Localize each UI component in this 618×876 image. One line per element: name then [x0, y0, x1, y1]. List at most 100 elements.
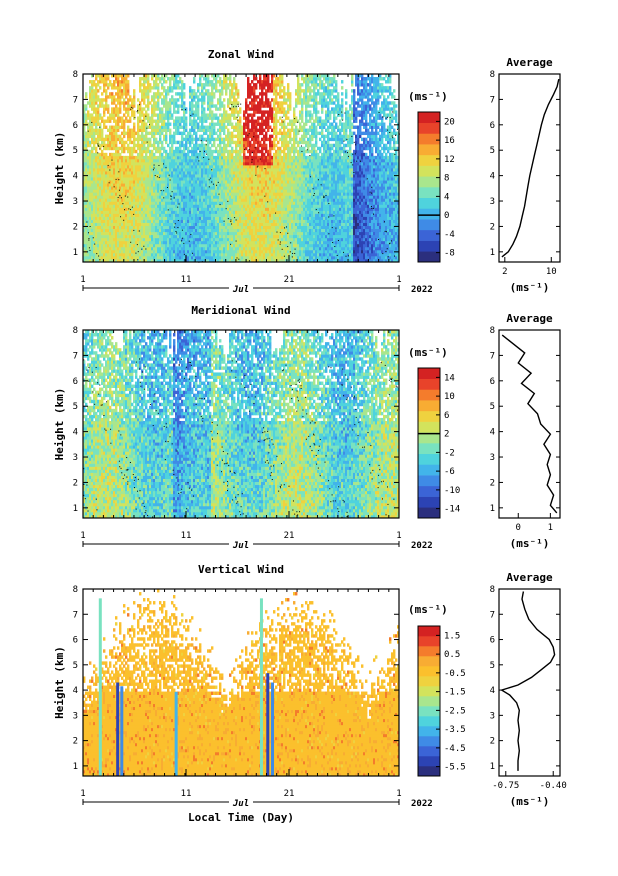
- y-tick-label: 1: [73, 504, 78, 514]
- colorbar-segment: [418, 122, 440, 134]
- y-tick-label: 2: [73, 222, 78, 232]
- colorbar-segment: [418, 507, 440, 519]
- colorbar-segment: [418, 144, 440, 156]
- colorbar-tick-label: -8: [444, 249, 455, 259]
- x-tick-label: 1: [396, 789, 401, 799]
- x-axis-label: Local Time (Day): [188, 811, 294, 824]
- average-y-tick-label: 2: [490, 222, 495, 232]
- colorbar-frame: [417, 367, 441, 519]
- colorbar-tick-label: -5.5: [444, 763, 466, 773]
- average-y-tick-label: 3: [490, 711, 495, 721]
- colorbar-segment: [418, 133, 440, 145]
- heatmap-panel: [82, 73, 441, 293]
- colorbar-unit: (ms⁻¹): [408, 90, 448, 103]
- y-tick-label: 8: [73, 326, 78, 336]
- y-tick-label: 7: [73, 351, 78, 361]
- average-x-tick-label: 2: [502, 267, 507, 277]
- year-label: 2022: [411, 541, 433, 551]
- y-tick-label: 6: [73, 636, 78, 646]
- colorbar-tick-label: 2: [444, 430, 449, 440]
- colorbar-segment: [418, 240, 440, 252]
- colorbar-unit: (ms⁻¹): [408, 603, 448, 616]
- average-y-tick-label: 1: [490, 504, 495, 514]
- year-label: 2022: [411, 799, 433, 809]
- y-tick-label: 4: [73, 428, 78, 438]
- heatmap-field: [83, 589, 400, 777]
- average-y-tick-label: 4: [490, 172, 495, 182]
- y-axis-label: Height (km): [53, 132, 66, 205]
- heatmap-field: [83, 330, 400, 519]
- colorbar-segment: [418, 453, 440, 465]
- colorbar-segment: [418, 112, 440, 124]
- average-panel: [498, 588, 561, 777]
- colorbar-unit: (ms⁻¹): [408, 346, 448, 359]
- x-tick-label: 1: [80, 531, 85, 541]
- average-y-tick-label: 5: [490, 146, 495, 156]
- x-tick-label: 21: [284, 531, 295, 541]
- colorbar-segment: [418, 766, 440, 777]
- x-tick-label: 21: [284, 275, 295, 285]
- plot-frame: [82, 588, 400, 777]
- colorbar-tick-label: -4: [444, 230, 455, 240]
- colorbar-segment: [418, 726, 440, 737]
- colorbar-segment: [418, 656, 440, 667]
- average-x-tick-label: 0: [516, 523, 521, 533]
- colorbar-segment: [418, 485, 440, 497]
- colorbar-tick-label: 8: [444, 174, 449, 184]
- colorbar-tick-label: 14: [444, 373, 455, 383]
- average-y-tick-label: 7: [490, 351, 495, 361]
- average-y-tick-label: 7: [490, 610, 495, 620]
- colorbar-segment: [418, 475, 440, 487]
- average-y-tick-label: 8: [490, 585, 495, 595]
- average-y-tick-label: 2: [490, 737, 495, 747]
- colorbar-tick-label: 4: [444, 192, 449, 202]
- x-tick-label: 1: [80, 275, 85, 285]
- x-tick-label: 11: [181, 531, 192, 541]
- x-tick-label: 11: [181, 789, 192, 799]
- colorbar-segment: [418, 676, 440, 687]
- plot-frame: [82, 73, 400, 263]
- average-x-label: (ms⁻¹): [510, 537, 550, 550]
- plot-title: Zonal Wind: [208, 48, 274, 61]
- colorbar-segment: [418, 432, 440, 444]
- average-y-tick-label: 6: [490, 636, 495, 646]
- average-y-tick-label: 5: [490, 661, 495, 671]
- average-frame: [498, 329, 561, 519]
- y-tick-label: 4: [73, 172, 78, 182]
- average-y-tick-label: 3: [490, 197, 495, 207]
- colorbar-segment: [418, 368, 440, 380]
- y-tick-label: 6: [73, 121, 78, 131]
- y-tick-label: 8: [73, 585, 78, 595]
- average-x-tick-label: -0.40: [540, 781, 567, 791]
- colorbar-segment: [418, 636, 440, 647]
- average-profile-line: [501, 78, 560, 258]
- colorbar-segment: [418, 187, 440, 199]
- year-label: 2022: [411, 285, 433, 295]
- colorbar-segment: [418, 464, 440, 476]
- colorbar-segment: [418, 443, 440, 455]
- colorbar-segment: [418, 496, 440, 508]
- colorbar-segment: [418, 686, 440, 697]
- colorbar-segment: [418, 208, 440, 220]
- average-title: Average: [506, 571, 553, 584]
- heatmap-panel: [82, 588, 441, 807]
- plot-frame: [82, 329, 400, 519]
- colorbar-tick-label: -6: [444, 467, 455, 477]
- y-tick-label: 5: [73, 146, 78, 156]
- colorbar-tick-label: 1.5: [444, 631, 460, 641]
- colorbar-segment: [418, 410, 440, 422]
- y-tick-label: 1: [73, 248, 78, 258]
- average-x-label: (ms⁻¹): [510, 795, 550, 808]
- colorbar-segment: [418, 400, 440, 412]
- average-profile-line: [500, 591, 556, 771]
- colorbar-tick-label: 20: [444, 117, 455, 127]
- average-x-tick-label: 10: [546, 267, 557, 277]
- y-tick-label: 3: [73, 197, 78, 207]
- y-tick-label: 2: [73, 737, 78, 747]
- x-tick-label: 1: [396, 531, 401, 541]
- y-tick-label: 3: [73, 711, 78, 721]
- plot-title: Vertical Wind: [198, 563, 284, 576]
- y-tick-label: 5: [73, 402, 78, 412]
- average-y-tick-label: 7: [490, 95, 495, 105]
